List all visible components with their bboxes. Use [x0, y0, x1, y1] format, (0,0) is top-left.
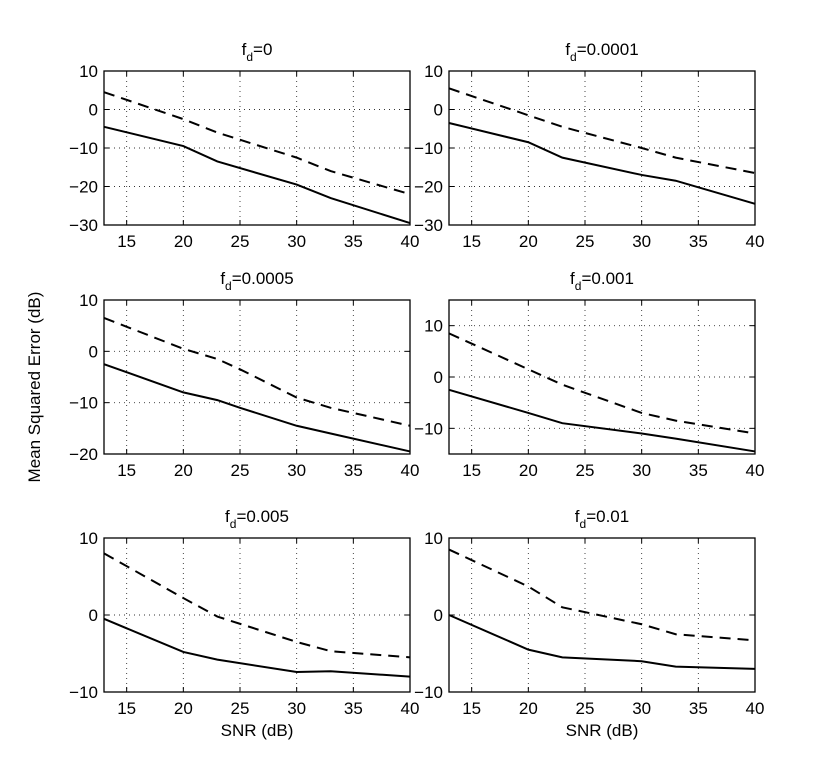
series-line-dashed — [448, 87, 756, 175]
x-tick-label: 30 — [287, 699, 306, 718]
series-line-dashed — [103, 91, 411, 196]
subplot-5: 15 20 25 30 35 40 −10 0 10 fd=0.005 SNR (dB) — [69, 507, 419, 740]
x-tick-label: 20 — [519, 232, 538, 251]
x-tick-label: 25 — [231, 461, 250, 480]
y-tick-label: −30 — [414, 216, 443, 235]
x-tick-label: 35 — [689, 232, 708, 251]
series-line-dashed — [448, 332, 756, 435]
figure-y-axis-label: Mean Squared Error (dB) — [25, 292, 44, 483]
y-tick-label: 10 — [424, 529, 443, 548]
x-tick-label: 25 — [231, 699, 250, 718]
y-tick-label: −10 — [414, 683, 443, 702]
x-tick-label: 30 — [632, 232, 651, 251]
series-line-solid — [103, 617, 411, 678]
x-tick-label: 15 — [462, 232, 481, 251]
x-tick-label: 40 — [401, 699, 420, 718]
y-tick-label: −30 — [69, 216, 98, 235]
y-tick-label: 0 — [89, 342, 98, 361]
subplot-3: 15 20 25 30 35 40 −20 −10 0 10 fd=0.0005 — [69, 269, 419, 480]
y-tick-label: 10 — [79, 62, 98, 81]
y-tick-label: 10 — [424, 317, 443, 336]
x-tick-label: 30 — [632, 461, 651, 480]
series-line-solid — [448, 122, 756, 205]
subplot-title: fd=0.001 — [570, 269, 634, 293]
x-tick-label: 20 — [174, 232, 193, 251]
x-tick-label: 40 — [746, 461, 765, 480]
subplot-title: fd=0.01 — [575, 507, 629, 531]
series-line-solid — [448, 388, 756, 453]
x-axis-label: SNR (dB) — [566, 721, 639, 740]
series-line-dashed — [103, 552, 411, 659]
x-tick-label: 30 — [287, 232, 306, 251]
x-tick-label: 25 — [576, 699, 595, 718]
y-tick-label: −10 — [69, 139, 98, 158]
x-tick-label: 40 — [746, 699, 765, 718]
plot-frame — [103, 299, 411, 455]
x-axis-label: SNR (dB) — [221, 721, 294, 740]
y-tick-label: −20 — [414, 178, 443, 197]
x-tick-label: 15 — [117, 461, 136, 480]
series-line-dashed — [448, 548, 756, 642]
series-line-solid — [448, 614, 756, 670]
y-tick-label: 0 — [434, 101, 443, 120]
subplot-2: 15 20 25 30 35 40 −30 −20 −10 0 10 fd=0.0001 — [414, 40, 764, 251]
x-tick-label: 40 — [746, 232, 765, 251]
y-tick-label: −10 — [414, 139, 443, 158]
x-tick-label: 35 — [344, 461, 363, 480]
x-tick-label: 25 — [576, 461, 595, 480]
y-tick-label: 0 — [89, 606, 98, 625]
x-tick-label: 15 — [117, 232, 136, 251]
x-tick-label: 20 — [519, 699, 538, 718]
x-tick-label: 25 — [576, 232, 595, 251]
series-line-solid — [103, 363, 411, 453]
x-tick-label: 20 — [519, 461, 538, 480]
y-tick-label: 10 — [79, 529, 98, 548]
y-tick-label: 0 — [434, 606, 443, 625]
x-tick-label: 30 — [632, 699, 651, 718]
x-tick-label: 35 — [344, 232, 363, 251]
series-line-solid — [103, 125, 411, 225]
x-tick-label: 25 — [231, 232, 250, 251]
subplot-title: fd=0.0001 — [565, 40, 638, 64]
x-tick-label: 15 — [462, 461, 481, 480]
x-tick-label: 35 — [344, 699, 363, 718]
y-tick-label: −10 — [414, 419, 443, 438]
y-tick-label: −20 — [69, 445, 98, 464]
x-tick-label: 35 — [689, 699, 708, 718]
subplot-title: fd=0 — [242, 40, 273, 64]
x-tick-label: 20 — [174, 699, 193, 718]
y-tick-label: 0 — [89, 101, 98, 120]
y-tick-label: −20 — [69, 178, 98, 197]
y-tick-label: 10 — [79, 291, 98, 310]
subplot-title: fd=0.005 — [225, 507, 289, 531]
x-tick-label: 40 — [401, 232, 420, 251]
x-tick-label: 20 — [174, 461, 193, 480]
subplot-4: 15 20 25 30 35 40 −10 0 10 fd=0.001 — [414, 269, 764, 480]
y-tick-label: 0 — [434, 368, 443, 387]
series-line-dashed — [103, 317, 411, 427]
subplot-1: 15 20 25 30 35 40 −30 −20 −10 0 10 fd=0 — [69, 40, 419, 251]
subplot-title: fd=0.0005 — [220, 269, 293, 293]
y-tick-label: 10 — [424, 62, 443, 81]
x-tick-label: 35 — [689, 461, 708, 480]
y-tick-label: −10 — [69, 683, 98, 702]
x-tick-label: 40 — [401, 461, 420, 480]
y-tick-label: −10 — [69, 394, 98, 413]
x-tick-label: 30 — [287, 461, 306, 480]
x-tick-label: 15 — [462, 699, 481, 718]
subplot-6: 15 20 25 30 35 40 −10 0 10 fd=0.01 SNR (dB) — [414, 507, 764, 740]
x-tick-label: 15 — [117, 699, 136, 718]
